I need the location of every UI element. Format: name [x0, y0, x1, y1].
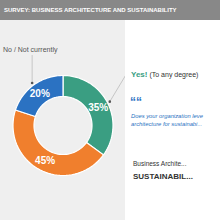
html-text:SUSTAINABIL...: SUSTAINABIL...	[133, 172, 193, 181]
svg-text:35%: 35%	[88, 102, 108, 113]
html-text:Business Archite...: Business Archite...	[133, 160, 187, 167]
html-text:Yes!(To any degree): Yes!(To any degree)	[131, 70, 199, 79]
svg-text:No / Not currently: No / Not currently	[3, 46, 58, 54]
html-text:Does your organization leve ar: Does your organization leve architecture…	[131, 113, 203, 127]
html-text:SURVEY: BUSINESS ARCHITECTURE: SURVEY: BUSINESS ARCHITECTURE AND SUSTAI…	[4, 7, 177, 13]
svg-text:45%: 45%	[35, 155, 55, 166]
svg-text:20%: 20%	[30, 88, 50, 99]
